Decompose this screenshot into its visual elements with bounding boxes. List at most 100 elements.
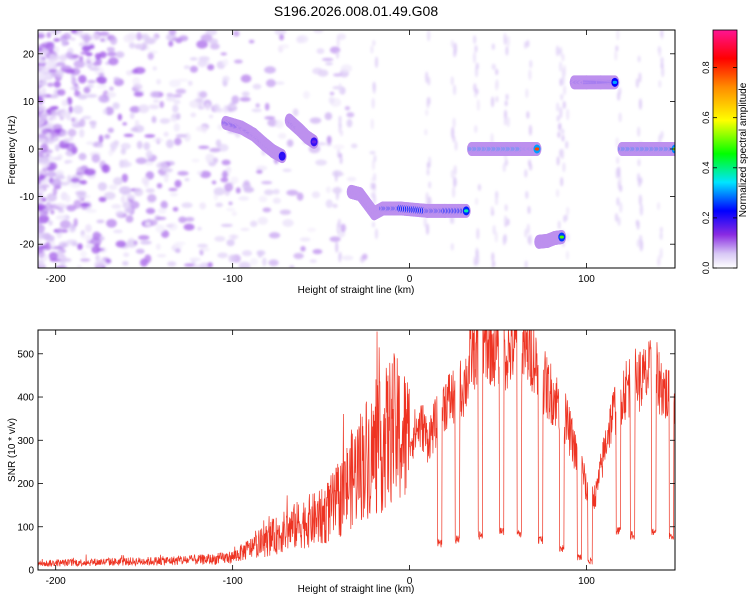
noise-streak (565, 250, 570, 260)
noise-blob (74, 32, 85, 37)
noise-blob (82, 115, 92, 120)
noise-blob (78, 180, 88, 185)
noise-blob (175, 134, 188, 138)
noise-blob (168, 117, 177, 122)
noise-streak (562, 100, 566, 110)
noise-blob (189, 57, 198, 61)
noise-blob (60, 110, 71, 119)
noise-streak (374, 228, 379, 240)
noise-blob (241, 91, 250, 97)
snr-plot-area (38, 330, 675, 570)
noise-streak (505, 93, 509, 101)
noise-blob (71, 76, 77, 86)
noise-streak (525, 190, 529, 199)
noise-blob (256, 169, 263, 174)
noise-streak (425, 223, 430, 235)
noise-blob (157, 207, 167, 214)
noise-blob (183, 65, 191, 70)
x-tick-label: -200 (46, 576, 66, 587)
noise-blob (38, 33, 46, 39)
spectrogram-x-label: Height of straight line (km) (298, 285, 415, 296)
noise-blob (41, 184, 50, 188)
noise-blob (155, 243, 161, 250)
noise-blob (205, 153, 215, 163)
noise-streak (425, 192, 429, 204)
noise-blob (80, 51, 91, 55)
noise-streak (503, 36, 508, 46)
noise-streak (335, 241, 339, 253)
track-core (612, 80, 618, 84)
noise-blob (50, 209, 55, 215)
noise-blob (196, 170, 203, 175)
noise-blob (46, 31, 52, 39)
noise-blob (38, 203, 46, 211)
noise-blob (329, 236, 341, 242)
noise-blob (145, 207, 156, 215)
noise-blob (194, 98, 204, 103)
noise-blob (187, 80, 193, 86)
noise-blob (85, 243, 94, 249)
noise-blob (55, 30, 62, 35)
noise-blob (286, 189, 299, 196)
noise-blob (113, 229, 123, 234)
track-core (559, 235, 564, 239)
noise-blob (38, 59, 45, 65)
track-core (534, 147, 540, 151)
noise-blob (240, 227, 250, 232)
noise-blob (199, 170, 212, 179)
noise-blob (262, 207, 272, 213)
noise-blob (67, 174, 72, 184)
noise-blob (220, 177, 229, 183)
y-tick-label: -20 (20, 240, 35, 251)
noise-streak (491, 43, 495, 50)
noise-blob (65, 51, 73, 59)
noise-blob (144, 134, 156, 138)
noise-streak (506, 218, 510, 226)
noise-blob (313, 30, 324, 34)
noise-blob (86, 141, 95, 145)
noise-blob (38, 150, 44, 158)
noise-streak (371, 221, 376, 228)
noise-streak (659, 30, 664, 38)
noise-blob (199, 202, 207, 210)
noise-blob (346, 118, 353, 128)
noise-streak (526, 223, 530, 234)
noise-blob (228, 201, 233, 206)
noise-blob (94, 52, 101, 60)
noise-blob (57, 227, 63, 233)
noise-blob (38, 138, 47, 143)
noise-blob (173, 99, 181, 105)
noise-blob (181, 202, 193, 209)
noise-blob (103, 191, 116, 200)
noise-blob (141, 176, 150, 185)
noise-blob (190, 112, 197, 118)
noise-streak (525, 88, 529, 99)
noise-streak (639, 177, 643, 185)
noise-blob (98, 94, 110, 103)
noise-blob (69, 86, 81, 91)
noise-blob (133, 91, 144, 97)
noise-blob (38, 173, 45, 181)
noise-blob (340, 223, 346, 233)
noise-blob (208, 162, 216, 167)
noise-blob (144, 221, 152, 227)
noise-blob (312, 67, 323, 75)
noise-streak (638, 194, 642, 206)
noise-blob (47, 138, 53, 143)
noise-streak (495, 96, 499, 103)
noise-blob (105, 106, 114, 116)
noise-blob (173, 244, 183, 250)
noise-streak (562, 162, 566, 173)
noise-streak (490, 206, 494, 213)
noise-blob (183, 223, 195, 231)
noise-streak (555, 188, 560, 198)
y-tick-label: 200 (17, 479, 34, 490)
noise-streak (617, 166, 621, 178)
noise-blob (207, 262, 213, 268)
noise-streak (558, 48, 562, 55)
noise-blob (129, 112, 135, 120)
noise-blob (119, 159, 125, 168)
noise-blob (279, 34, 284, 41)
y-tick-label: 100 (17, 522, 34, 533)
noise-blob (55, 265, 68, 268)
